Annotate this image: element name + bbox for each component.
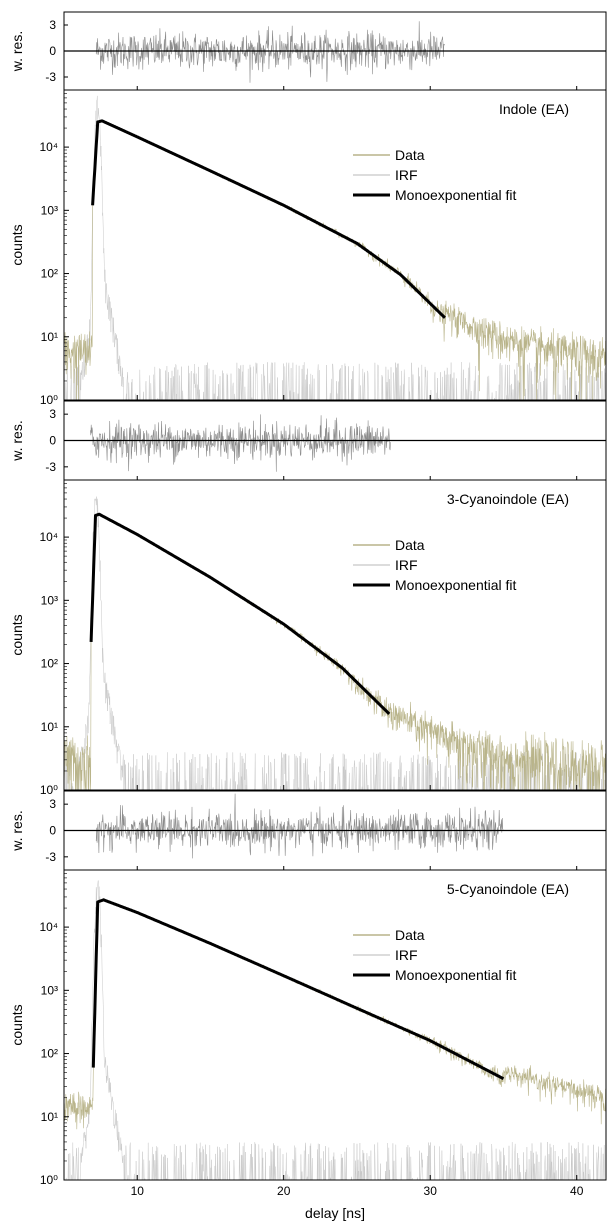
legend-label: Monoexponential fit [395, 577, 517, 593]
legend-label: IRF [395, 947, 418, 963]
y-tick-label: 10³ [41, 593, 58, 607]
y-tick-label: 10² [41, 657, 58, 671]
residual-y-tick-label: 3 [49, 797, 56, 811]
residual-y-tick-label: 3 [49, 407, 56, 421]
panel-2: 3 0 -3 w. res. 10⁰ 10¹ 10² 10³ 10⁴ counts 3-Cyanoi… [9, 400, 607, 797]
plot-area [64, 496, 606, 790]
y-tick-label: 10⁰ [40, 393, 58, 407]
legend-label: Data [395, 927, 425, 943]
x-axis-label: delay [ns] [305, 1205, 365, 1221]
fit-curve [91, 119, 446, 319]
main-frame [63, 479, 607, 791]
legend-label: Data [395, 147, 425, 163]
x-tick-label: 30 [424, 1184, 438, 1198]
residual-y-tick-label: -3 [45, 70, 56, 84]
panel-1: 3 0 -3 w. res. 10⁰ 10¹ 10² 10³ 10⁴ counts Indole (… [9, 11, 607, 407]
y-axis-label: counts [9, 614, 25, 655]
fit-curve [89, 512, 391, 715]
main-frame [63, 869, 607, 1181]
residual-y-axis-label: w. res. [9, 810, 25, 851]
main-frame [63, 89, 607, 401]
y-tick-label: 10⁴ [39, 530, 58, 544]
x-tick-label: 20 [277, 1184, 291, 1198]
y-tick-label: 10⁴ [39, 140, 58, 154]
x-tick-label: 40 [570, 1184, 584, 1198]
y-tick-label: 10² [41, 267, 58, 281]
legend-label: Monoexponential fit [395, 967, 517, 983]
residual-y-axis-label: w. res. [9, 420, 25, 461]
legend-label: Monoexponential fit [395, 187, 517, 203]
y-tick-label: 10¹ [41, 1110, 58, 1124]
irf-trace [64, 95, 606, 400]
legend: Data IRF Monoexponential fit [353, 927, 517, 983]
y-tick-label: 10³ [41, 203, 58, 217]
y-axis-label: counts [9, 1004, 25, 1045]
residual-y-tick-label: 3 [49, 18, 56, 32]
residual-y-tick-label: -3 [45, 850, 56, 864]
residuals-trace [90, 414, 391, 472]
y-tick-label: 10⁰ [40, 783, 58, 797]
irf-trace [64, 880, 606, 1180]
y-tick-label: 10¹ [41, 720, 58, 734]
y-tick-label: 10² [41, 1047, 58, 1061]
data-trace [64, 120, 606, 400]
residual-y-tick-label: -3 [45, 460, 56, 474]
residual-y-tick-label: 0 [49, 44, 56, 58]
legend: Data IRF Monoexponential fit [353, 147, 517, 203]
y-tick-label: 10⁴ [39, 920, 58, 934]
y-axis-label: counts [9, 224, 25, 265]
legend-label: IRF [395, 557, 418, 573]
plot-area [64, 880, 606, 1180]
legend-label: IRF [395, 167, 418, 183]
data-trace [64, 899, 606, 1130]
residual-y-tick-label: 0 [49, 434, 56, 448]
legend-label: Data [395, 537, 425, 553]
y-tick-label: 10⁰ [40, 1173, 58, 1187]
panel-title: 5-Cyanoindole (EA) [447, 881, 569, 897]
x-tick-label: 10 [131, 1184, 145, 1198]
residuals-trace [95, 793, 504, 859]
residual-y-axis-label: w. res. [9, 31, 25, 72]
fit-curve [91, 898, 505, 1081]
residual-y-tick-label: 0 [49, 824, 56, 838]
panel-3: 30-3w. res.10⁰10¹10²10³10⁴counts5-Cyanoi… [9, 790, 607, 1221]
residuals-trace [95, 21, 445, 83]
y-tick-label: 10³ [41, 983, 58, 997]
legend: Data IRF Monoexponential fit [353, 537, 517, 593]
plot-area [64, 95, 606, 400]
panel-title: 3-Cyanoindole (EA) [447, 491, 569, 507]
y-tick-label: 10¹ [41, 330, 58, 344]
data-trace [64, 513, 606, 790]
panel-title: Indole (EA) [499, 101, 569, 117]
